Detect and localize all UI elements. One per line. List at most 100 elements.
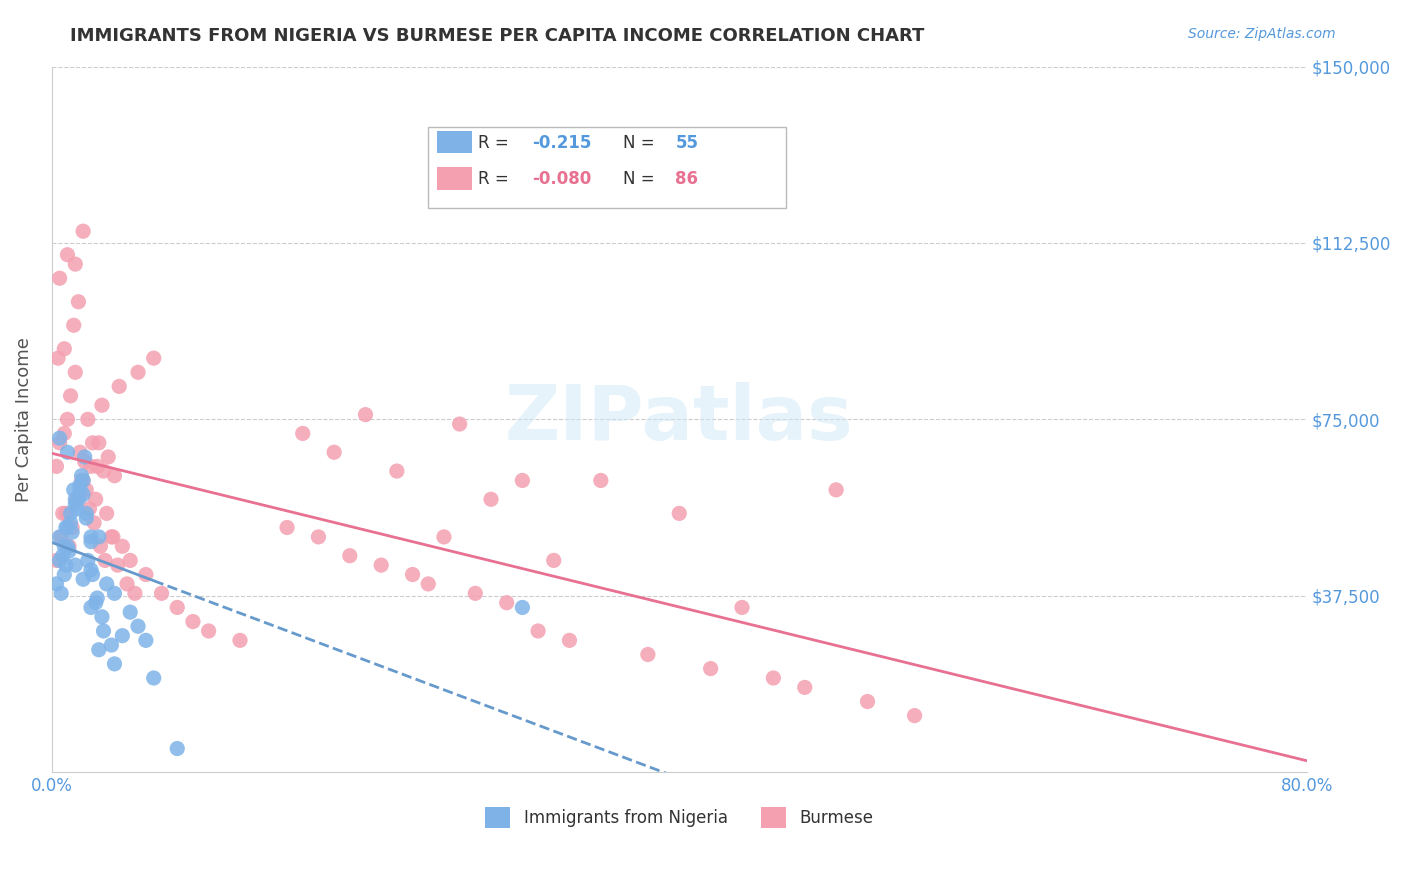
Point [76,553,98,567]
Point [80,534,103,549]
Text: R =: R = [478,134,515,152]
Point [48,553,70,567]
Point [80,530,103,544]
Point [72,572,94,586]
Point [512,600,534,615]
Point [45,553,67,567]
Point [75,507,97,521]
Point [59,507,82,521]
Point [856,694,879,708]
Text: N =: N = [623,134,659,152]
Point [46,351,69,366]
Point [75,511,97,525]
Point [637,648,659,662]
Point [120,605,142,619]
Point [87,642,110,657]
Point [370,558,392,573]
Point [464,586,486,600]
Point [48,431,70,445]
Point [731,600,754,615]
Point [91,398,114,412]
Point [70,474,93,488]
Point [73,455,96,469]
Y-axis label: Per Capita Income: Per Capita Income [15,337,32,502]
Point [197,624,219,638]
Point [80,600,103,615]
Point [69,483,91,497]
Text: IMMIGRANTS FROM NIGERIA VS BURMESE PER CAPITA INCOME CORRELATION CHART: IMMIGRANTS FROM NIGERIA VS BURMESE PER C… [70,27,925,45]
Point [127,365,149,379]
Point [66,501,89,516]
Point [72,487,94,501]
Point [135,567,157,582]
Point [52,507,75,521]
Text: N =: N = [623,170,659,188]
Point [354,408,377,422]
Point [45,459,67,474]
Text: -0.215: -0.215 [533,134,592,152]
Point [75,483,97,497]
Point [70,468,93,483]
Point [120,553,142,567]
Point [479,492,502,507]
Point [142,351,165,366]
Point [100,638,122,652]
Point [82,567,104,582]
FancyBboxPatch shape [429,127,786,208]
Point [825,483,848,497]
Point [107,558,129,573]
Point [56,445,79,459]
Point [699,662,721,676]
Point [56,412,79,426]
Point [72,224,94,238]
Point [108,379,131,393]
Point [93,624,115,638]
Point [101,530,124,544]
Point [385,464,408,478]
Point [762,671,785,685]
Point [276,520,298,534]
Point [65,492,87,507]
Point [69,478,91,492]
Point [150,586,173,600]
Point [51,586,73,600]
Point [449,417,471,431]
Point [58,544,80,558]
Point [87,435,110,450]
Point [111,629,134,643]
Point [84,596,107,610]
Point [84,492,107,507]
Point [94,553,117,567]
Point [589,474,612,488]
Point [65,365,87,379]
Point [55,558,77,573]
Point [401,567,423,582]
Point [65,558,87,573]
Point [51,530,73,544]
Point [558,633,581,648]
Point [48,530,70,544]
Point [103,586,125,600]
Point [53,567,76,582]
Point [65,257,87,271]
Point [53,426,76,441]
Point [65,497,87,511]
Point [668,507,690,521]
Text: -0.080: -0.080 [533,170,592,188]
Point [97,450,120,464]
Point [76,412,98,426]
Point [527,624,550,638]
Text: ZIPatlas: ZIPatlas [505,383,853,457]
Point [96,577,118,591]
Point [124,586,146,600]
Point [111,539,134,553]
Point [433,530,456,544]
Point [58,539,80,553]
FancyBboxPatch shape [437,131,472,153]
Point [80,459,103,474]
Point [100,530,122,544]
Point [96,507,118,521]
Point [323,445,346,459]
Point [115,577,138,591]
Point [69,445,91,459]
